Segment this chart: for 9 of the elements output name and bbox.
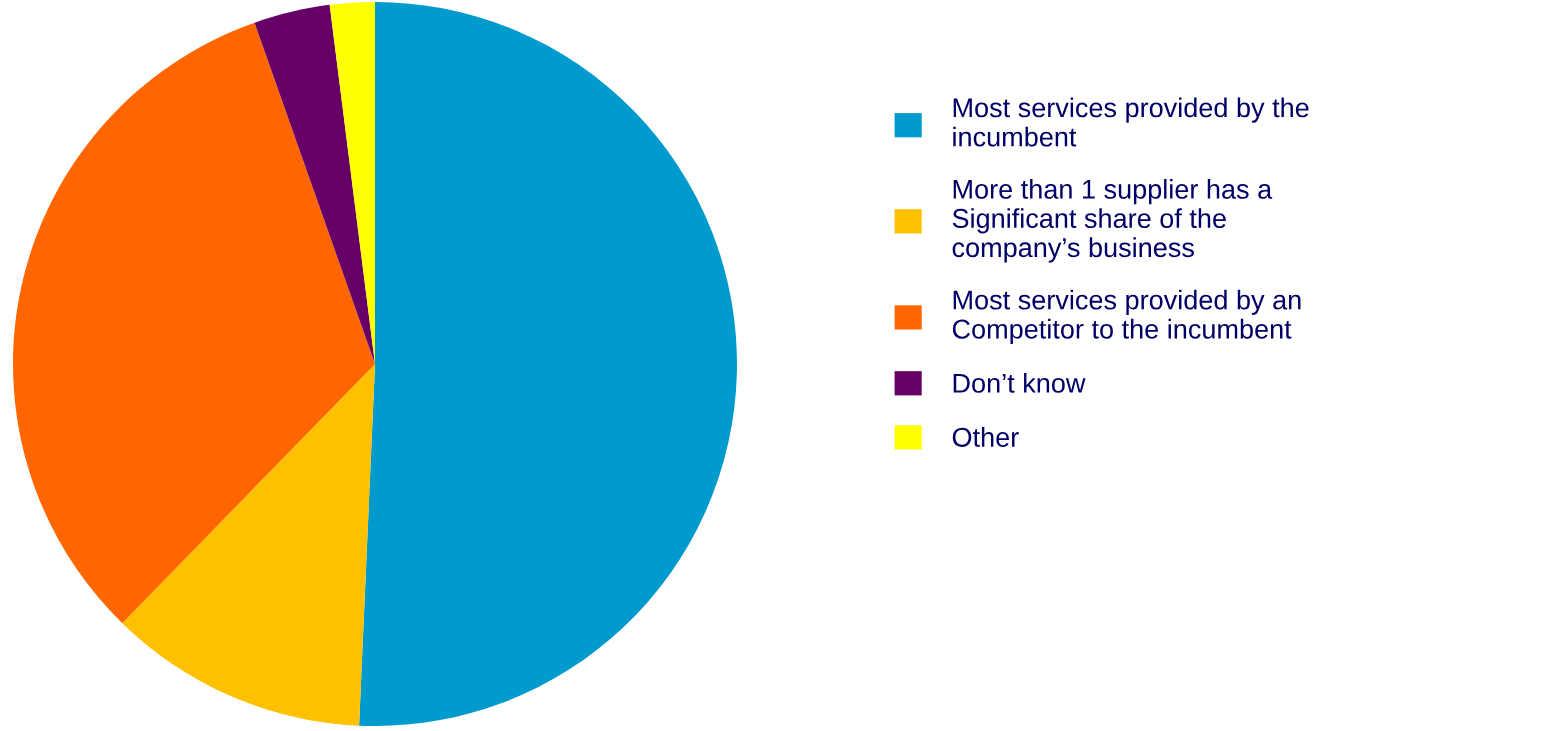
- legend-label: More than 1 supplier has a Significant share of the company’s business: [952, 178, 1273, 263]
- pie-slice: [254, 4, 375, 364]
- legend-label: Most services provided by an Competitor to the incumbent: [952, 289, 1301, 345]
- legend-label: Don’t know: [953, 372, 1086, 393]
- pie-slice: [359, 2, 737, 726]
- pie-slice: [122, 364, 375, 726]
- legend-label: Most services provided by the incumbent: [953, 97, 1309, 147]
- legend-label: Other: [952, 427, 1019, 447]
- pie-slice: [13, 22, 375, 624]
